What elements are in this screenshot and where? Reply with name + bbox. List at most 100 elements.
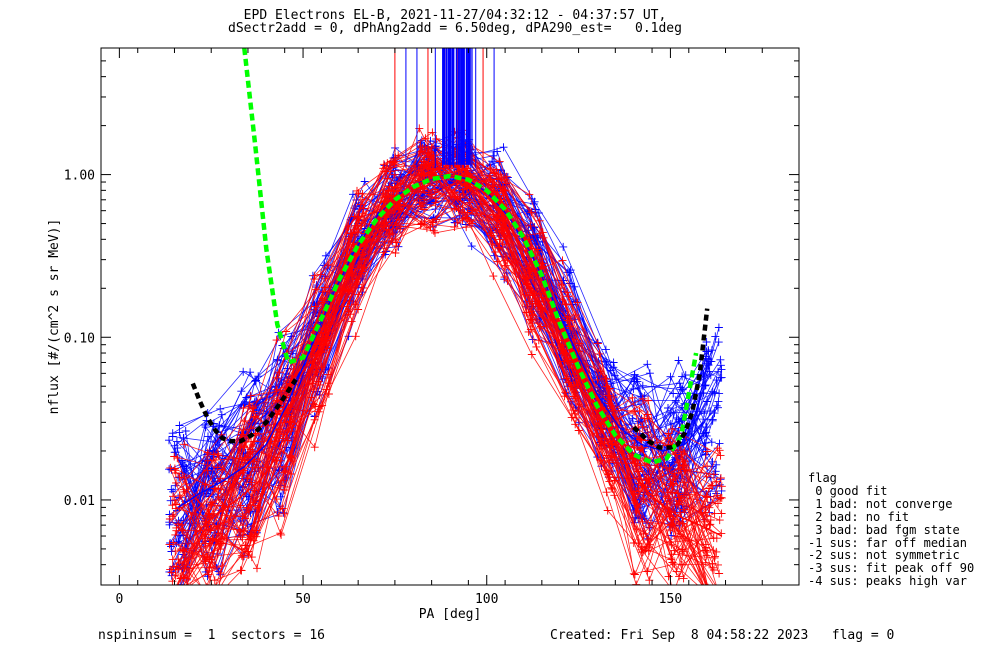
flag-legend-item: -2 sus: not symmetric (808, 548, 960, 563)
series-trace (172, 155, 720, 561)
series-trace (172, 202, 707, 560)
data-point-marker (715, 389, 724, 398)
data-point-marker (605, 443, 614, 452)
data-point-marker (528, 299, 537, 308)
data-point-marker (666, 526, 675, 535)
data-point-marker (503, 256, 512, 265)
data-point-marker (716, 355, 725, 364)
data-point-marker (714, 560, 722, 569)
data-point-marker (181, 427, 190, 435)
black-fit-curve (190, 378, 298, 444)
data-point-marker (350, 212, 359, 221)
data-point-marker (344, 235, 353, 243)
data-point-marker (392, 238, 401, 247)
data-point-marker (630, 370, 639, 379)
data-point-marker (168, 501, 177, 510)
data-point-marker (462, 223, 471, 232)
series-trace (186, 177, 713, 585)
data-point-marker (246, 368, 255, 377)
data-point-marker (173, 596, 181, 604)
flag-legend-item: 3 bad: bad fgm state (808, 522, 960, 537)
data-point-marker (167, 589, 175, 597)
data-point-marker (563, 268, 572, 277)
data-point-marker (602, 451, 611, 460)
data-point-marker (181, 597, 189, 605)
data-point-marker (418, 201, 427, 210)
data-point-marker (638, 422, 647, 431)
data-point-marker (321, 251, 330, 260)
data-point-marker (571, 420, 580, 429)
data-point-marker (314, 407, 323, 416)
x-axis-label: PA [deg] (419, 607, 482, 622)
data-point-marker (206, 498, 215, 507)
data-point-marker (708, 597, 716, 605)
data-point-marker (610, 491, 619, 500)
data-point-marker (174, 555, 183, 564)
data-point-marker (489, 151, 498, 160)
data-point-marker (709, 534, 718, 542)
data-point-marker (311, 302, 320, 311)
series-trace (176, 131, 714, 540)
data-point-marker (246, 391, 255, 400)
data-point-marker (238, 533, 247, 542)
data-point-marker (316, 380, 324, 389)
data-point-marker (468, 219, 476, 228)
data-point-marker (205, 539, 214, 548)
data-point-marker (702, 423, 711, 432)
data-point-marker (467, 242, 476, 251)
data-point-marker (500, 261, 509, 270)
data-point-marker (453, 218, 462, 227)
data-point-marker (643, 360, 652, 369)
data-point-marker (670, 546, 679, 555)
data-point-marker (168, 562, 177, 571)
data-point-marker (239, 527, 248, 536)
series-trace (184, 197, 670, 585)
data-point-marker (169, 592, 177, 600)
data-point-marker (177, 597, 185, 605)
data-point-marker (170, 466, 179, 475)
data-point-marker (680, 447, 689, 456)
data-point-marker (670, 472, 679, 480)
data-point-marker (429, 226, 438, 235)
data-point-marker (500, 273, 509, 282)
data-point-marker (594, 339, 602, 348)
data-point-marker (664, 404, 672, 412)
flag-legend: flag 0 good fit 1 bad: not converge 2 ba… (808, 472, 974, 588)
data-point-marker (708, 387, 717, 396)
data-point-marker (675, 379, 684, 388)
data-point-marker (247, 553, 256, 562)
fit-layer (190, 48, 710, 465)
data-point-marker (714, 338, 723, 347)
series-trace (184, 146, 721, 529)
data-point-marker (704, 346, 713, 355)
data-point-marker (240, 417, 249, 425)
data-point-marker (712, 477, 721, 486)
data-point-marker (204, 521, 213, 530)
black-fit-curve (632, 308, 710, 450)
data-point-marker (717, 493, 726, 502)
data-point-marker (382, 192, 391, 201)
flag-legend-item: -3 sus: fit peak off 90 (808, 561, 975, 576)
data-point-marker (280, 509, 289, 518)
data-point-marker (324, 370, 333, 379)
data-point-marker (716, 474, 725, 482)
series-trace (169, 167, 722, 544)
data-point-marker (703, 597, 711, 605)
data-point-marker (718, 594, 726, 602)
flag-legend-item: 2 bad: no fit (808, 509, 910, 524)
data-point-marker (419, 205, 428, 214)
data-point-marker (672, 500, 681, 508)
data-point-marker (711, 332, 720, 341)
data-point-marker (532, 342, 541, 351)
data-point-marker (712, 547, 721, 556)
data-point-marker (351, 332, 360, 341)
data-point-marker (213, 449, 222, 458)
data-point-marker (707, 597, 715, 605)
data-point-marker (630, 398, 639, 406)
data-point-marker (596, 367, 605, 376)
data-point-marker (602, 488, 611, 497)
data-point-marker (380, 219, 389, 228)
data-point-marker (558, 345, 567, 354)
data-point-marker (274, 512, 283, 520)
data-point-marker (389, 158, 397, 167)
